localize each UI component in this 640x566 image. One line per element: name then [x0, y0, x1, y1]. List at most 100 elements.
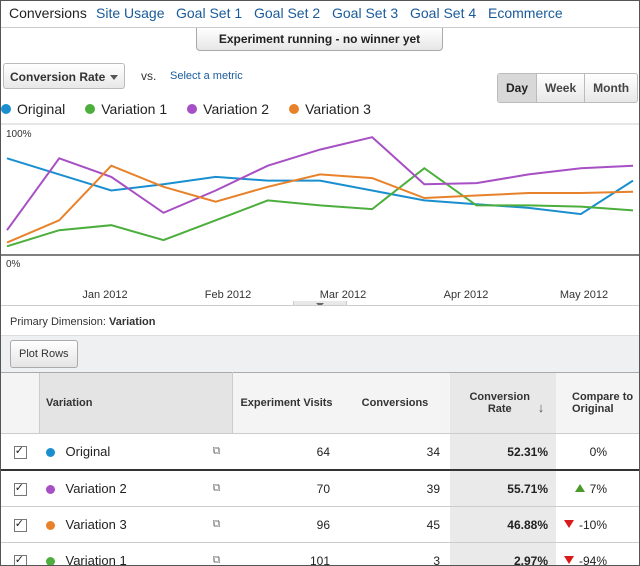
conversions-value: 45	[340, 506, 450, 543]
compare-text: -94%	[578, 553, 607, 566]
row-checkbox-cell	[1, 542, 40, 565]
conversion-rate-line-chart: 100% 0% Jan 2012 Feb 2012 Mar 2012 Apr 2012 Ma…	[1, 123, 639, 301]
conversions-header[interactable]: Conversions	[340, 372, 450, 434]
select-metric-link[interactable]: Select a metric	[170, 70, 243, 82]
table-row: Variation 2 ⧉ 70 39 55.71% 7%	[1, 470, 639, 507]
rate-value: 55.71%	[450, 470, 556, 507]
legend-label: Variation 2	[203, 101, 270, 117]
tab-goal-set-4[interactable]: Goal Set 4	[410, 5, 477, 21]
table-row: Variation 1 ⧉ 101 3 2.97% -94%	[1, 542, 639, 566]
popout-icon[interactable]: ⧉	[200, 506, 233, 543]
legend-item: Variation 3	[289, 100, 371, 118]
variation-table: Variation Experiment Visits Conversions …	[1, 372, 639, 566]
popout-icon[interactable]: ⧉	[200, 470, 233, 507]
x-axis-tick-label: Feb 2012	[205, 289, 251, 301]
checkbox-header	[1, 372, 40, 434]
x-axis-tick-label: Jan 2012	[82, 289, 127, 301]
rate-value: 52.31%	[450, 433, 556, 471]
row-checkbox-cell	[1, 433, 40, 471]
series-line-variation-3[interactable]	[6, 164, 634, 244]
legend-dot-icon	[187, 104, 198, 114]
conversions-value: 3	[340, 542, 450, 565]
variation-header[interactable]: Variation	[39, 372, 233, 434]
visits-value: 101	[232, 542, 340, 565]
report-tabs: Conversions Site Usage Goal Set 1 Goal S…	[1, 1, 639, 28]
table-toolbar	[1, 335, 639, 373]
series-dot-icon	[45, 521, 55, 531]
legend-item: Variation 1	[85, 100, 167, 118]
variation-name: Variation 2	[65, 481, 127, 496]
arrow-down-icon	[563, 519, 574, 528]
tab-ecommerce[interactable]: Ecommerce	[488, 5, 563, 21]
series-line-variation-1[interactable]	[6, 166, 634, 248]
metric-dropdown-label: Conversion Rate	[10, 70, 106, 84]
tab-site-usage[interactable]: Site Usage	[96, 5, 165, 21]
y-axis-top-label: 100%	[6, 129, 32, 140]
popout-icon[interactable]: ⧉	[200, 433, 233, 471]
row-checkbox-cell	[1, 470, 40, 507]
legend-label: Variation 3	[305, 101, 371, 117]
visits-value: 96	[232, 506, 340, 543]
compare-text: 7%	[589, 481, 607, 496]
legend-label: Variation 1	[101, 101, 168, 117]
arrow-up-icon	[574, 483, 585, 492]
primary-dimension-label: Primary Dimension:	[10, 316, 106, 328]
chart-legend: Original Variation 1 Variation 2 Variati…	[1, 100, 391, 118]
conversions-value: 34	[340, 433, 450, 471]
row-checkbox[interactable]	[13, 553, 27, 565]
rate-value: 2.97%	[450, 542, 556, 565]
series-line-original[interactable]	[6, 157, 634, 216]
tab-goal-set-3[interactable]: Goal Set 3	[332, 5, 399, 21]
month-button[interactable]: Month	[584, 74, 637, 102]
series-dot-icon	[45, 448, 55, 458]
row-checkbox[interactable]	[13, 517, 27, 532]
table-row: Original ⧉ 64 34 52.31% 0%	[1, 433, 639, 471]
primary-dimension-value[interactable]: Variation	[109, 316, 156, 328]
primary-dimension-bar: Primary Dimension: Variation	[1, 305, 639, 336]
compare-header[interactable]: Compare to Original	[556, 372, 639, 434]
variation-name: Variation 1	[65, 553, 127, 566]
y-axis-bottom-label: 0%	[6, 259, 21, 270]
compare-value: 0%	[556, 433, 639, 471]
day-button[interactable]: Day	[498, 74, 537, 102]
x-axis-tick-label: Mar 2012	[320, 289, 366, 301]
legend-item: Original	[1, 100, 65, 118]
series-dot-icon	[45, 557, 55, 565]
compare-text: 0%	[589, 444, 607, 459]
rate-value: 46.88%	[450, 506, 556, 543]
tab-goal-set-2[interactable]: Goal Set 2	[254, 5, 321, 21]
chevron-down-icon	[110, 75, 118, 80]
legend-label: Original	[17, 101, 66, 117]
legend-dot-icon	[1, 104, 11, 114]
legend-item: Variation 2	[187, 100, 269, 118]
legend-dot-icon	[289, 104, 300, 114]
metric-dropdown[interactable]: Conversion Rate	[3, 63, 125, 89]
row-checkbox[interactable]	[13, 444, 27, 459]
rate-header-label: Conversion Rate	[469, 391, 530, 415]
vs-label: vs.	[141, 69, 157, 83]
granularity-toggle: Day Week Month	[497, 73, 639, 103]
legend-dot-icon	[85, 104, 96, 114]
rate-header[interactable]: Conversion Rate ↓	[450, 372, 556, 434]
variation-name: Variation 3	[65, 517, 127, 532]
plot-rows-button[interactable]: Plot Rows	[10, 340, 78, 368]
popout-icon[interactable]: ⧉	[200, 542, 233, 565]
table-row: Variation 3 ⧉ 96 45 46.88% -10%	[1, 506, 639, 543]
tab-goal-set-1[interactable]: Goal Set 1	[176, 5, 243, 21]
variation-name-cell: Original	[39, 433, 201, 471]
visits-header[interactable]: Experiment Visits	[232, 372, 340, 434]
variation-name-cell: Variation 1	[39, 542, 201, 566]
variation-name-cell: Variation 2	[39, 470, 201, 507]
x-axis-tick-label: May 2012	[560, 289, 608, 301]
table-header-row: Variation Experiment Visits Conversions …	[1, 372, 639, 434]
week-button[interactable]: Week	[536, 74, 584, 102]
series-line-variation-2[interactable]	[6, 136, 634, 231]
visits-value: 70	[232, 470, 340, 507]
row-checkbox[interactable]	[13, 481, 27, 496]
x-axis-tick-label: Apr 2012	[444, 289, 489, 301]
compare-value: 7%	[556, 470, 639, 507]
compare-value: -94%	[556, 542, 639, 566]
compare-text: -10%	[578, 517, 607, 532]
tab-conversions[interactable]: Conversions	[9, 5, 87, 21]
